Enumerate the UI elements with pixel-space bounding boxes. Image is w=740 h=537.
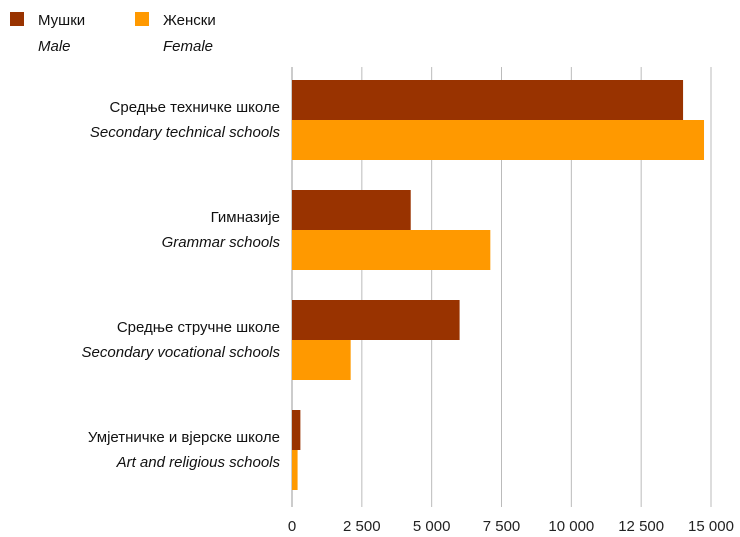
bar-female-2 <box>292 340 351 380</box>
bar-female-3 <box>292 450 298 490</box>
x-tick-label: 5 000 <box>413 518 451 535</box>
x-tick-label: 15 000 <box>688 518 734 535</box>
category-label-en: Grammar schools <box>162 234 281 251</box>
legend-swatch-male <box>10 12 24 26</box>
category-label-en: Secondary technical schools <box>90 124 281 141</box>
legend-label-male-en: Male <box>38 38 71 55</box>
category-label: Умјетничке и вјерске школе <box>88 429 280 446</box>
category-labels: Средње техничке школе Secondary technical… <box>82 99 281 471</box>
legend-label-male: Мушки <box>38 12 85 29</box>
x-tick-label: 0 <box>288 518 296 535</box>
legend-label-female: Женски <box>163 12 216 29</box>
category-label-en: Secondary vocational schools <box>82 344 281 361</box>
bar-male-2 <box>292 300 460 340</box>
legend-swatch-female <box>135 12 149 26</box>
bar-female-0 <box>292 120 705 160</box>
category-label: Средње техничке школе <box>110 99 280 116</box>
legend-label-female-en: Female <box>163 38 213 55</box>
bar-male-0 <box>292 80 684 120</box>
category-label: Гимназије <box>211 209 280 226</box>
x-tick-label: 12 500 <box>618 518 664 535</box>
bar-female-1 <box>292 230 491 270</box>
bars <box>292 80 705 490</box>
legend: Мушки Male Женски Female <box>10 12 216 55</box>
x-axis-ticks: 0 2 500 5 000 7 500 10 000 12 500 15 000 <box>288 518 734 535</box>
bar-male-3 <box>292 410 301 450</box>
category-label: Средње стручне школе <box>117 319 280 336</box>
bar-male-1 <box>292 190 411 230</box>
x-tick-label: 10 000 <box>548 518 594 535</box>
x-tick-label: 2 500 <box>343 518 381 535</box>
x-tick-label: 7 500 <box>483 518 521 535</box>
category-label-en: Art and religious schools <box>116 454 281 471</box>
